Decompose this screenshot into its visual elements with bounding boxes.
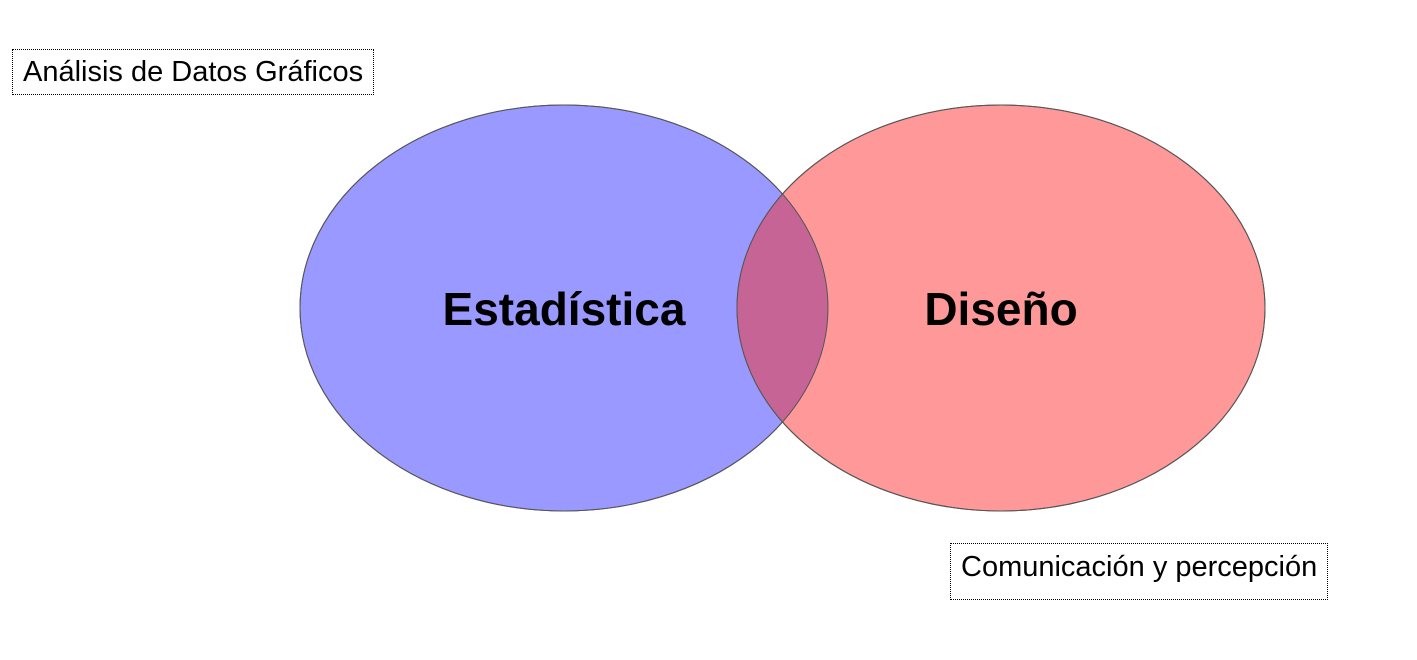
diagram-title: Análisis de Datos Gráficos <box>23 56 364 88</box>
diagram-title-box: Análisis de Datos Gráficos <box>12 49 375 95</box>
set-diseno-label: Diseño <box>924 283 1077 335</box>
set-estadistica-label: Estadística <box>443 283 686 335</box>
set-estadistica-outline <box>299 104 829 512</box>
footer-note: Comunicación y percepción <box>961 551 1318 583</box>
footer-note-box: Comunicación y percepción <box>950 543 1329 600</box>
set-diseno-outline <box>736 104 1266 512</box>
